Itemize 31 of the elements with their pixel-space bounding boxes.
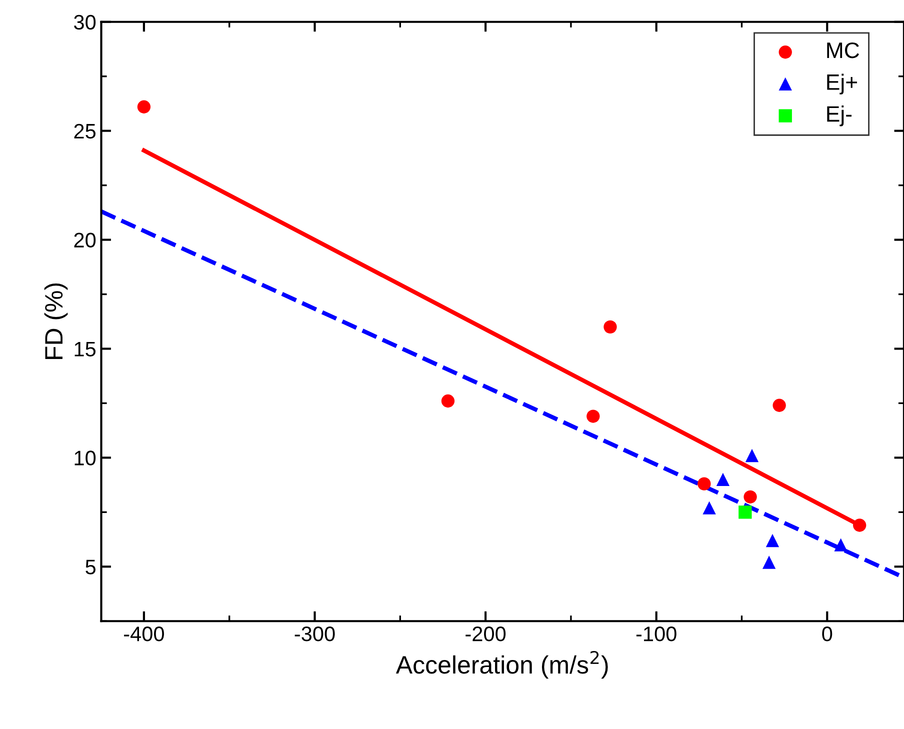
point: [745, 448, 759, 462]
legend-label: MC: [827, 42, 860, 58]
point: [702, 501, 716, 514]
x-tick-label: -400: [124, 626, 164, 642]
point: [853, 518, 866, 532]
point: [744, 490, 757, 504]
x-tick-label: 0: [822, 626, 832, 642]
y-tick-label: 25: [74, 124, 96, 139]
legend-label: Ej+: [827, 74, 857, 94]
y-tick-label: 5: [86, 560, 96, 574]
point: [738, 506, 752, 519]
x-tick-label: -300: [294, 626, 335, 642]
point: [604, 320, 617, 334]
y-tick-label: 30: [74, 14, 96, 30]
x-tick-label: -100: [636, 626, 676, 642]
legend-label: Ej-: [827, 106, 852, 126]
x-axis-title: Acceleration (m/s$^{2}$): [396, 650, 608, 679]
y-tick-label: 10: [74, 450, 96, 466]
y-axis-title: FD (%): [44, 283, 68, 360]
point: [762, 556, 776, 569]
point: [137, 100, 151, 114]
point: [834, 538, 848, 552]
point: [766, 534, 780, 548]
y-tick-label: 20: [74, 232, 96, 248]
point: [716, 472, 730, 486]
point: [586, 410, 600, 423]
point: [441, 394, 455, 408]
x-tick-label: -200: [466, 626, 506, 642]
point: [698, 477, 711, 490]
y-tick-label: 15: [74, 342, 96, 356]
point: [772, 398, 786, 412]
